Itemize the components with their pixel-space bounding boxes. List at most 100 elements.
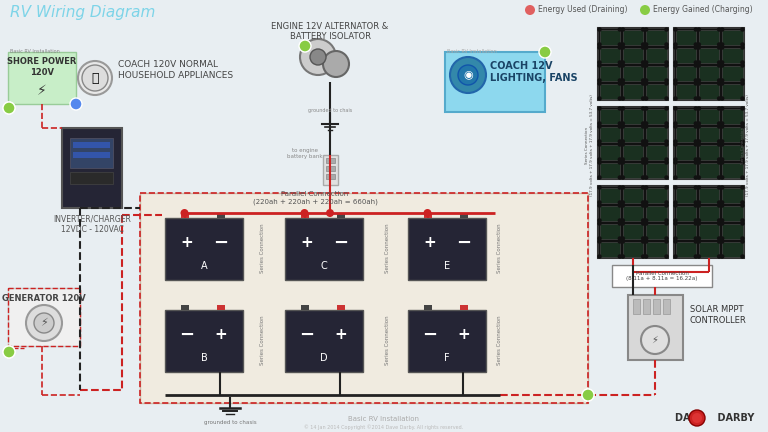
- Circle shape: [697, 236, 701, 241]
- Circle shape: [720, 203, 724, 208]
- Circle shape: [694, 254, 698, 259]
- Bar: [699, 162, 719, 178]
- Bar: [600, 108, 620, 124]
- Circle shape: [644, 218, 648, 223]
- Circle shape: [664, 124, 669, 129]
- Circle shape: [740, 42, 745, 47]
- Circle shape: [621, 63, 625, 68]
- Circle shape: [664, 200, 669, 205]
- Circle shape: [694, 218, 698, 223]
- Circle shape: [621, 121, 625, 126]
- Circle shape: [697, 121, 701, 126]
- Circle shape: [641, 175, 645, 180]
- Circle shape: [720, 78, 724, 83]
- Bar: [646, 162, 667, 178]
- Circle shape: [740, 45, 745, 50]
- Circle shape: [697, 81, 701, 86]
- Circle shape: [598, 175, 602, 180]
- Circle shape: [740, 218, 745, 223]
- Circle shape: [720, 96, 724, 101]
- Circle shape: [674, 160, 677, 165]
- Circle shape: [641, 42, 645, 47]
- Text: −: −: [300, 326, 314, 344]
- Circle shape: [617, 157, 622, 162]
- Circle shape: [641, 121, 645, 126]
- Bar: [628, 295, 683, 360]
- Text: ⚡: ⚡: [651, 335, 658, 345]
- Bar: [8, 288, 80, 346]
- Circle shape: [617, 60, 622, 65]
- Circle shape: [641, 185, 645, 190]
- Circle shape: [423, 209, 432, 217]
- Circle shape: [740, 139, 745, 144]
- Bar: [676, 83, 696, 98]
- Circle shape: [740, 185, 745, 190]
- Text: Parallel Connection
(8.11a + 8.11a = 16.22a): Parallel Connection (8.11a + 8.11a = 16.…: [627, 270, 697, 281]
- Text: B: B: [200, 353, 207, 363]
- Circle shape: [697, 42, 701, 47]
- Text: +: +: [215, 327, 227, 342]
- Circle shape: [664, 239, 669, 244]
- Bar: [722, 162, 743, 178]
- Circle shape: [621, 221, 625, 226]
- Circle shape: [70, 98, 82, 110]
- Circle shape: [617, 142, 622, 147]
- Circle shape: [674, 142, 677, 147]
- Bar: [598, 28, 668, 100]
- Circle shape: [697, 160, 701, 165]
- Circle shape: [621, 106, 625, 111]
- Circle shape: [674, 139, 677, 144]
- Circle shape: [598, 142, 602, 147]
- Circle shape: [617, 175, 622, 180]
- Circle shape: [664, 160, 669, 165]
- Bar: [699, 241, 719, 257]
- Bar: [699, 127, 719, 142]
- Circle shape: [697, 27, 701, 32]
- Text: Basic RV Installation: Basic RV Installation: [447, 49, 497, 54]
- Circle shape: [740, 157, 745, 162]
- Circle shape: [621, 96, 625, 101]
- Circle shape: [740, 200, 745, 205]
- Circle shape: [617, 78, 622, 83]
- Circle shape: [664, 78, 669, 83]
- Text: INVERTER/CHARGER
12VDC - 120VAC: INVERTER/CHARGER 12VDC - 120VAC: [53, 215, 131, 235]
- Circle shape: [617, 139, 622, 144]
- Circle shape: [720, 121, 724, 126]
- Circle shape: [664, 106, 669, 111]
- Circle shape: [717, 60, 721, 65]
- Bar: [623, 108, 643, 124]
- Circle shape: [617, 81, 622, 86]
- Circle shape: [692, 413, 702, 423]
- Bar: [460, 213, 468, 218]
- Bar: [600, 223, 620, 238]
- Circle shape: [697, 60, 701, 65]
- Circle shape: [664, 203, 669, 208]
- Circle shape: [598, 81, 602, 86]
- Circle shape: [720, 124, 724, 129]
- Circle shape: [617, 239, 622, 244]
- Text: Series Connection: Series Connection: [260, 223, 265, 273]
- Circle shape: [644, 239, 648, 244]
- Bar: [623, 48, 643, 63]
- Circle shape: [740, 60, 745, 65]
- Bar: [722, 83, 743, 98]
- Bar: [165, 310, 243, 372]
- Bar: [623, 241, 643, 257]
- Circle shape: [621, 239, 625, 244]
- Circle shape: [617, 42, 622, 47]
- Circle shape: [621, 45, 625, 50]
- Bar: [722, 66, 743, 80]
- Circle shape: [621, 142, 625, 147]
- Circle shape: [644, 175, 648, 180]
- Circle shape: [3, 346, 15, 358]
- Circle shape: [640, 5, 650, 15]
- Circle shape: [450, 57, 486, 93]
- Circle shape: [621, 157, 625, 162]
- Circle shape: [717, 81, 721, 86]
- Bar: [722, 206, 743, 220]
- Circle shape: [641, 27, 645, 32]
- Circle shape: [674, 63, 677, 68]
- Circle shape: [26, 305, 62, 341]
- Circle shape: [598, 106, 602, 111]
- Bar: [676, 241, 696, 257]
